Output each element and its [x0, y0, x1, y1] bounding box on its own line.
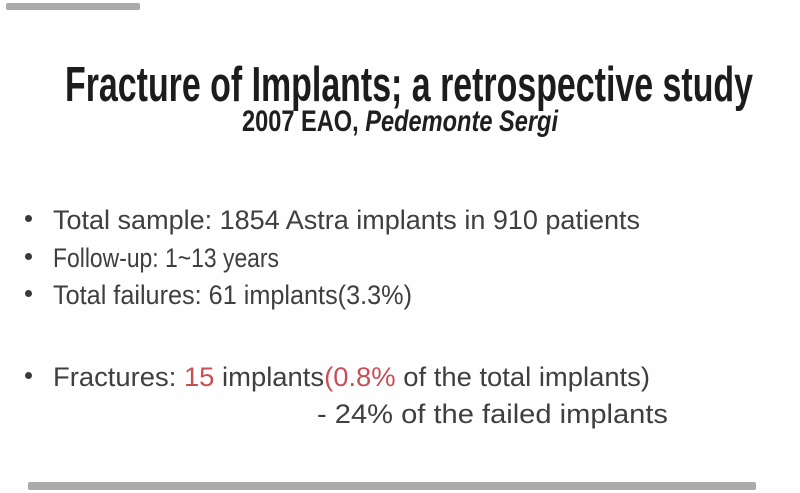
- slide-subtitle: 2007 EAO, Pedemonte Sergi: [242, 105, 558, 139]
- video-artifact-bar-top: [6, 3, 140, 10]
- bullet-dot: [25, 253, 32, 260]
- subtitle-author: Pedemonte Sergi: [365, 105, 558, 138]
- bullet-dot: [25, 372, 32, 379]
- fractures-label: Fractures:: [53, 362, 184, 392]
- fractures-count-highlight: 15: [183, 362, 215, 392]
- bullet-dot: [25, 290, 32, 297]
- fractures-failed-note: - 24% of the failed implants: [317, 399, 668, 429]
- fractures-percent-highlight: (0.8%: [324, 362, 396, 392]
- bullet-total-failures: Total failures: 61 implants(3.3%): [53, 280, 412, 310]
- bullet-fractures: Fractures: 15 implants(0.8% of the total…: [53, 362, 650, 392]
- fractures-suffix-text: of the total implants): [395, 362, 650, 392]
- bullet-follow-up: Follow-up: 1~13 years: [53, 243, 279, 273]
- video-artifact-bar-bottom: [28, 482, 756, 490]
- bullet-total-sample: Total sample: 1854 Astra implants in 910…: [53, 205, 641, 235]
- slide-title: Fracture of Implants; a retrospective st…: [65, 58, 753, 112]
- subtitle-year-conference: 2007 EAO,: [242, 105, 366, 138]
- bullet-dot: [25, 215, 32, 222]
- fractures-mid-text: implants: [214, 362, 325, 392]
